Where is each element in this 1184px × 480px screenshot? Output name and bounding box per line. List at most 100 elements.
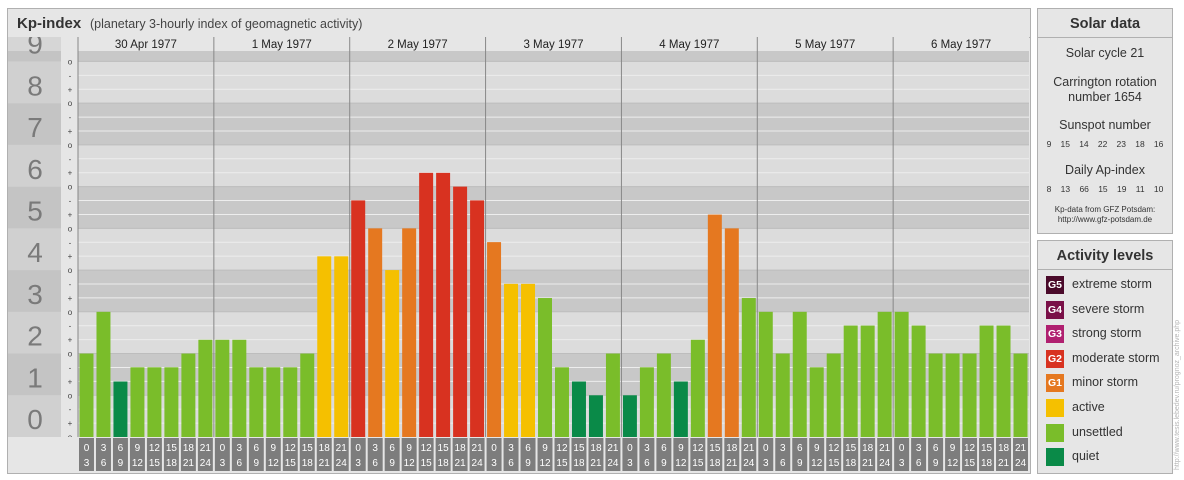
interval-start-label: 18: [998, 443, 1010, 454]
interval-end-label: 9: [797, 458, 803, 469]
interval-start-label: 12: [556, 443, 568, 454]
interval-end-label: 12: [404, 458, 416, 469]
source-link[interactable]: http://www.gfz-potsdam.de: [1057, 215, 1153, 224]
minor-tick-mark: o: [68, 266, 73, 275]
kp-bar: [860, 325, 875, 437]
kp-bar: [656, 353, 671, 437]
interval-cell: [622, 438, 638, 471]
y-tick-label: 4: [27, 237, 43, 268]
interval-end-label: 3: [355, 458, 361, 469]
interval-cell: [554, 438, 570, 471]
interval-cell: [673, 438, 689, 471]
interval-start-label: 21: [743, 443, 755, 454]
interval-start-label: 3: [101, 443, 107, 454]
kp-bar: [198, 339, 213, 437]
kp-bar: [792, 311, 807, 437]
legend-item: G4 severe storm: [1046, 300, 1176, 320]
axis-band: [8, 144, 61, 187]
interval-start-label: 21: [200, 443, 212, 454]
kp-band: [78, 103, 1029, 145]
interval-cell: [418, 438, 434, 471]
day-label: 2 May 1977: [388, 39, 448, 51]
minor-tick-mark: -: [69, 405, 72, 414]
interval-start-label: 9: [950, 443, 956, 454]
kp-bar: [555, 367, 569, 437]
legend-swatch: G1: [1046, 374, 1064, 393]
minor-tick-mark: +: [68, 419, 73, 428]
kp-bar: [809, 367, 824, 437]
interval-cell: [435, 438, 451, 471]
interval-end-label: 15: [692, 458, 704, 469]
kp-bar: [538, 298, 552, 437]
kp-bar: [79, 353, 94, 437]
ap-value: 15: [1098, 184, 1108, 194]
carrington-line-2: number 1654: [1068, 90, 1142, 104]
legend-swatch: [1046, 448, 1064, 467]
interval-cell: [197, 438, 213, 471]
interval-cell: [945, 438, 961, 471]
y-tick-label: 5: [27, 195, 43, 226]
interval-end-label: 24: [743, 458, 755, 469]
kp-bar: [775, 353, 790, 437]
kp-bar: [232, 339, 247, 437]
sunspot-value: 15: [1060, 139, 1070, 149]
kp-bar: [419, 172, 434, 437]
kp-bar: [690, 339, 705, 437]
interval-end-label: 12: [268, 458, 280, 469]
interval-cell: [350, 438, 366, 471]
kp-bar: [605, 353, 620, 437]
interval-start-label: 6: [118, 443, 124, 454]
interval-end-label: 18: [166, 458, 178, 469]
interval-start-label: 18: [726, 443, 738, 454]
interval-start-label: 3: [644, 443, 650, 454]
minor-tick-mark: +: [68, 127, 73, 136]
activity-levels-panel: Activity levels G5 extreme storm G4 severe …: [1037, 240, 1173, 474]
chart-header: Kp-index (planetary 3-hourly index of ge…: [8, 9, 1030, 38]
interval-end-label: 21: [183, 458, 195, 469]
interval-cell: [860, 438, 876, 471]
interval-start-label: 12: [149, 443, 161, 454]
interval-end-label: 3: [220, 458, 226, 469]
interval-end-label: 18: [573, 458, 585, 469]
day-label: 4 May 1977: [659, 39, 719, 51]
interval-cell: [690, 438, 706, 471]
y-tick-label: 7: [27, 112, 43, 143]
interval-cell: [605, 438, 621, 471]
interval-end-label: 3: [491, 458, 497, 469]
interval-end-label: 18: [845, 458, 857, 469]
interval-cell: [639, 438, 655, 471]
interval-cell: [894, 438, 910, 471]
kp-bar: [571, 381, 586, 437]
interval-start-label: 12: [692, 443, 704, 454]
kp-bar: [639, 367, 654, 437]
kp-bar: [283, 367, 298, 437]
axis-band: [8, 103, 61, 145]
interval-start-label: 21: [336, 443, 348, 454]
kp-bar: [588, 395, 603, 437]
interval-end-label: 21: [862, 458, 874, 469]
interval-end-label: 21: [998, 458, 1010, 469]
axis-band: [8, 51, 61, 62]
interval-end-label: 9: [118, 458, 124, 469]
kp-band: [78, 51, 1029, 62]
interval-end-label: 12: [539, 458, 551, 469]
interval-cell: [333, 438, 349, 471]
y-tick-label: 3: [27, 279, 43, 310]
kp-bar: [453, 186, 468, 437]
interval-end-label: 3: [627, 458, 633, 469]
interval-cell: [911, 438, 927, 471]
legend-item: G3 strong storm: [1046, 324, 1176, 344]
kp-band: [78, 186, 1029, 229]
legend-label: moderate storm: [1072, 350, 1160, 365]
interval-cell: [384, 438, 400, 471]
interval-start-label: 0: [899, 443, 905, 454]
kp-band: [78, 228, 1029, 271]
kp-bar: [996, 325, 1011, 437]
interval-end-label: 6: [916, 458, 922, 469]
interval-start-label: 0: [84, 443, 90, 454]
minor-tick-mark: -: [69, 113, 72, 122]
interval-end-label: 6: [101, 458, 107, 469]
legend-label: quiet: [1072, 449, 1100, 464]
minor-tick-mark: o: [68, 391, 73, 400]
solar-data-panel: Solar data Solar cycle 21 Carrington rot…: [1037, 8, 1173, 234]
